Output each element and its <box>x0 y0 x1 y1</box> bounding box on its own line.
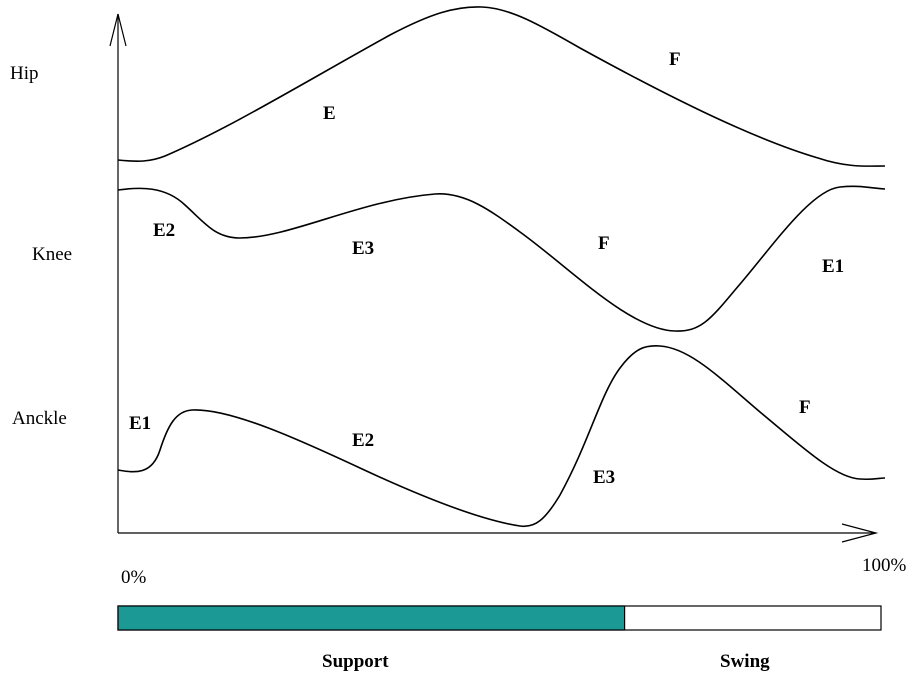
hip-angle-curve <box>117 6 886 167</box>
phase-label-hip-f: F <box>669 49 681 70</box>
phase-label-ankle-e1: E1 <box>129 413 151 434</box>
phase-label-knee-e1: E1 <box>822 256 844 277</box>
phase-label-ankle-e3: E3 <box>593 467 615 488</box>
phase-label-knee-e3: E3 <box>352 238 374 259</box>
support-label: Support <box>322 651 389 672</box>
phase-label-knee-f: F <box>598 233 610 254</box>
y-axis-arrowhead <box>109 13 127 47</box>
phase-label-ankle-f: F <box>799 397 811 418</box>
phase-label-hip-e: E <box>323 103 336 124</box>
knee-angle-curve <box>117 185 886 332</box>
phase-label-knee-e2: E2 <box>153 220 175 241</box>
support-phase-fill <box>117 605 626 631</box>
axis-start-label: 0% <box>121 567 147 588</box>
row-label-hip: Hip <box>10 63 39 84</box>
x-axis-arrowhead <box>841 523 879 543</box>
row-label-knee: Knee <box>32 244 72 265</box>
axis-end-label: 100% <box>862 555 907 576</box>
phase-label-ankle-e2: E2 <box>352 430 374 451</box>
swing-label: Swing <box>720 651 770 672</box>
row-label-ankle: Anckle <box>12 408 67 429</box>
ankle-angle-curve <box>117 345 886 528</box>
